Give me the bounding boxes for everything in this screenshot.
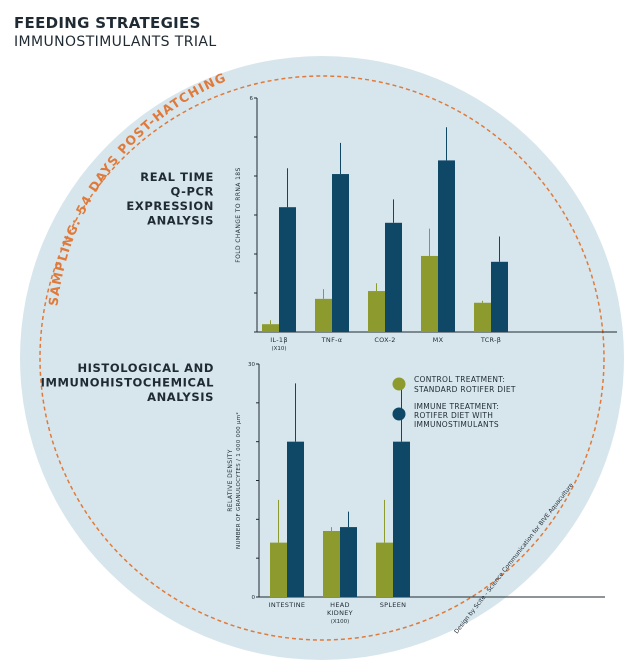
category-label: INTESTINE bbox=[269, 601, 306, 609]
page-subtitle: IMMUNOSTIMULANTS TRIAL bbox=[14, 34, 217, 50]
bar-immune bbox=[332, 174, 349, 332]
y-tick-label: 30 bbox=[248, 362, 255, 368]
bar-immune bbox=[393, 441, 410, 597]
y-axis-label-2: NUMBER OF GRANULOCYTES / 1 000 000 µm² bbox=[235, 412, 242, 549]
section-title-line: REAL TIME bbox=[140, 170, 214, 184]
section-title-line: IMMUNOHISTOCHEMICAL bbox=[41, 376, 214, 390]
background-circle bbox=[20, 56, 624, 660]
section-title-line: ANALYSIS bbox=[147, 214, 214, 228]
section-title-line: EXPRESSION bbox=[126, 199, 214, 213]
legend-immune-line3: IMMUNOSTIMULANTS bbox=[414, 420, 499, 429]
legend-immune-line1: IMMUNE TREATMENT: bbox=[414, 402, 499, 411]
bar-immune bbox=[279, 207, 296, 332]
bar-control bbox=[323, 530, 340, 597]
histology-chart: 30 0 RELATIVE DENSITY NUMBER OF GRANULOCYTE… bbox=[227, 362, 605, 625]
y-tick-label: 0 bbox=[252, 595, 256, 601]
bar-immune bbox=[287, 441, 304, 597]
legend: CONTROL TREATMENT: STANDARD ROTIFER DIET… bbox=[392, 375, 516, 429]
bar-immune bbox=[340, 527, 357, 597]
legend-immune-line2: ROTIFER DIET WITH bbox=[414, 411, 493, 420]
qpcr-chart: 6 FOLD CHANGE TO RRNA 18S IL-1β (X10) TNF-α C… bbox=[235, 96, 617, 352]
category-label: TNF-α bbox=[321, 336, 343, 344]
bar-control bbox=[270, 542, 287, 597]
category-label: MX bbox=[433, 336, 444, 344]
bar-immune bbox=[385, 222, 402, 332]
bar-control bbox=[368, 291, 385, 332]
bar-control bbox=[315, 298, 332, 332]
category-note: (X100) bbox=[331, 619, 350, 625]
y-axis-label: FOLD CHANGE TO RRNA 18S bbox=[235, 167, 242, 262]
page-title: FEEDING STRATEGIES bbox=[14, 14, 201, 32]
bar-control bbox=[474, 302, 491, 332]
sampling-dashed-ring bbox=[39, 75, 605, 641]
legend-immune-swatch bbox=[392, 407, 406, 421]
category-label: HEAD KIDNEY bbox=[327, 601, 353, 617]
bar-immune bbox=[491, 261, 508, 332]
section-title-line: ANALYSIS bbox=[147, 390, 214, 404]
legend-control-line2: STANDARD ROTIFER DIET bbox=[414, 385, 516, 394]
bar-immune bbox=[438, 160, 455, 332]
section-title-histology: HISTOLOGICAL ANDIMMUNOHISTOCHEMICALANALY… bbox=[41, 361, 214, 404]
category-label-part: HEAD bbox=[330, 601, 350, 609]
bar-control bbox=[421, 255, 438, 332]
category-label: SPLEEN bbox=[380, 601, 407, 609]
bar-control bbox=[376, 542, 393, 597]
section-title-line: Q-PCR bbox=[171, 185, 215, 199]
y-axis-label: RELATIVE DENSITY bbox=[227, 449, 234, 512]
category-label: TCR-β bbox=[480, 336, 501, 344]
y-tick-label: 6 bbox=[250, 96, 254, 102]
section-title-line: HISTOLOGICAL AND bbox=[77, 361, 214, 375]
category-note: (X10) bbox=[271, 346, 286, 352]
category-label: COX-2 bbox=[374, 336, 395, 344]
category-label-part: KIDNEY bbox=[327, 609, 353, 617]
legend-control-line1: CONTROL TREATMENT: bbox=[414, 375, 505, 384]
category-label: IL-1β bbox=[270, 336, 288, 344]
bar-control bbox=[262, 324, 279, 332]
legend-control-swatch bbox=[392, 377, 406, 391]
